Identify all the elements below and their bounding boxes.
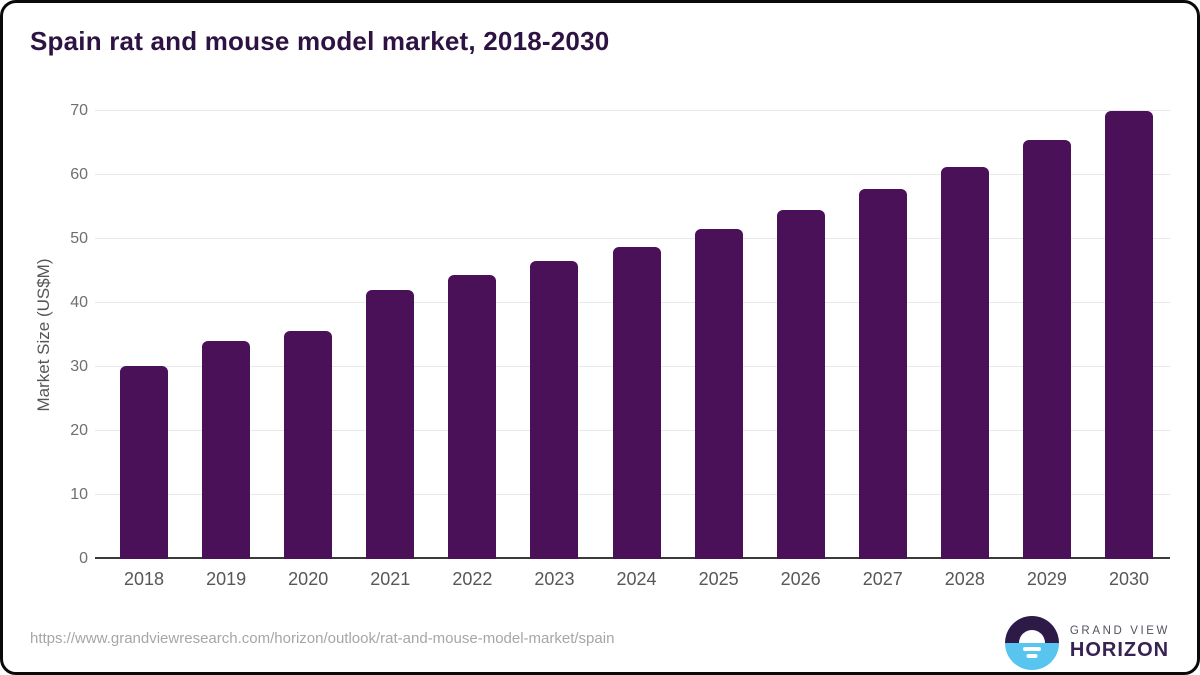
y-tick-label: 0 — [79, 550, 88, 567]
bar-2020 — [284, 330, 333, 559]
bar-2026 — [776, 210, 825, 559]
x-tick-label: 2028 — [944, 569, 985, 589]
x-tick-label: 2025 — [698, 569, 739, 589]
x-tick-label: 2020 — [288, 569, 329, 589]
gridline — [95, 174, 1170, 175]
bar-slot — [595, 111, 677, 559]
bar-slot — [842, 111, 924, 559]
bar-2028 — [940, 166, 989, 559]
bar-slot — [678, 111, 760, 559]
y-tick-label: 20 — [70, 422, 88, 439]
y-tick-label: 50 — [70, 230, 88, 247]
bar-2018 — [120, 365, 169, 559]
x-tick-label: 2024 — [616, 569, 657, 589]
bar-slot — [513, 111, 595, 559]
bar-2029 — [1022, 140, 1071, 559]
sun-shape — [1018, 630, 1045, 643]
bar-2021 — [366, 290, 415, 559]
y-axis-tick-labels: 0 10 20 30 40 50 60 70 — [0, 102, 88, 567]
bar-2019 — [202, 341, 251, 559]
bar-2030 — [1104, 111, 1153, 559]
bar-2025 — [694, 229, 743, 559]
source-url: https://www.grandviewresearch.com/horizo… — [30, 630, 615, 647]
bar-slot — [924, 111, 1006, 559]
gridline — [95, 238, 1170, 239]
y-tick-label: 10 — [70, 486, 88, 503]
y-tick-label: 70 — [70, 102, 88, 119]
x-tick-label: 2022 — [452, 569, 493, 589]
x-tick-label: 2023 — [534, 569, 575, 589]
bar-slot — [185, 111, 267, 559]
x-tick-label: 2026 — [780, 569, 821, 589]
logo-text: GRAND VIEW HORIZON — [1070, 625, 1170, 662]
bar-2023 — [530, 261, 579, 559]
bar-2027 — [858, 189, 907, 559]
x-tick-label: 2027 — [862, 569, 903, 589]
x-tick-label: 2019 — [206, 569, 247, 589]
bar-slot — [103, 111, 185, 559]
bar-slot — [267, 111, 349, 559]
logo-product-name: HORIZON — [1069, 638, 1170, 661]
bar-2022 — [448, 275, 497, 559]
logo-brand-name: GRAND VIEW — [1069, 624, 1170, 637]
y-tick-label: 30 — [70, 358, 88, 375]
chart-title: Spain rat and mouse model market, 2018-2… — [30, 26, 610, 56]
bar-2024 — [612, 246, 661, 559]
y-tick-label: 40 — [70, 294, 88, 311]
bar-slot — [1006, 111, 1088, 559]
bar-slot — [349, 111, 431, 559]
bar-series — [103, 111, 1170, 559]
horizon-sun-icon — [1004, 616, 1059, 670]
x-tick-label: 2021 — [370, 569, 411, 589]
x-tick-label: 2018 — [124, 569, 165, 589]
grand-view-horizon-logo: GRAND VIEW HORIZON — [1004, 616, 1170, 670]
bar-slot — [431, 111, 513, 559]
x-axis-tick-labels: 2018 2019 2020 2021 2022 2023 2024 2025 2026 2027… — [103, 569, 1170, 590]
bar-slot — [1088, 111, 1170, 559]
x-tick-label: 2030 — [1108, 569, 1149, 589]
x-tick-label: 2029 — [1026, 569, 1067, 589]
gridline — [95, 110, 1170, 111]
bar-slot — [760, 111, 842, 559]
sun-reflection-line — [1026, 654, 1038, 658]
y-tick-label: 60 — [70, 166, 88, 183]
sun-reflection-line — [1022, 647, 1041, 651]
